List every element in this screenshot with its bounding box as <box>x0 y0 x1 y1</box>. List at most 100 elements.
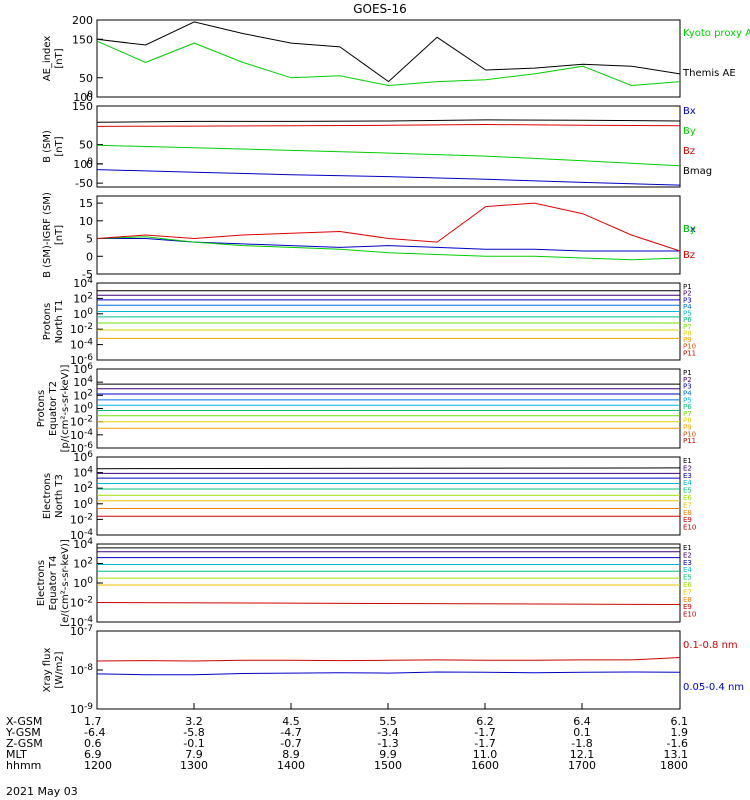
legend-entry: Bx <box>683 106 696 117</box>
orbit-value: 7.9 <box>185 748 203 761</box>
series-line-by <box>96 236 681 261</box>
y-tick-label: 10 <box>79 215 93 228</box>
y-tick-label: 10-6 <box>70 353 93 367</box>
y-tick-label: 100 <box>73 90 93 104</box>
y-axis-label: [nT] <box>54 136 65 156</box>
series-line-e9 <box>96 602 681 605</box>
legend-entry: E10 <box>683 611 696 619</box>
orbit-value: 5.5 <box>379 715 397 728</box>
orbit-value: 1400 <box>277 759 305 772</box>
plot-title: GOES-16 <box>353 2 407 16</box>
y-tick-label: 10-4 <box>70 338 93 352</box>
series-line-themis-ae <box>96 21 681 83</box>
orbit-value: -1.7 <box>474 737 495 750</box>
legend-entry: Bmag <box>683 166 712 177</box>
y-tick-label: 100 <box>73 576 93 590</box>
series-line-bx <box>96 169 681 186</box>
y-tick-label: 100 <box>73 497 93 511</box>
y-tick-label: 10-2 <box>70 596 93 610</box>
orbit-value: 1600 <box>471 759 499 772</box>
y-axis-label: Protons <box>36 390 47 427</box>
orbit-value: 6.4 <box>573 715 591 728</box>
y-tick-label: -50 <box>75 177 93 190</box>
series-line-0-1-0-8-nm <box>96 657 681 662</box>
legend-entry: P7 <box>683 410 692 418</box>
legend-entry: P1 <box>683 283 692 291</box>
orbit-value: 13.1 <box>664 748 689 761</box>
orbit-value: 1800 <box>660 759 688 772</box>
y-axis-label: B (SM)-IGRF (SM) <box>42 192 53 278</box>
orbit-value: 11.0 <box>473 748 498 761</box>
y-tick-label: 200 <box>72 14 93 27</box>
legend-entry: P2 <box>683 290 692 298</box>
y-tick-label: 104 <box>73 537 93 551</box>
legend-entry: E8 <box>683 509 692 517</box>
legend-entry: P8 <box>683 329 692 337</box>
legend-entry: E5 <box>683 487 692 495</box>
y-axis-label: Electrons <box>42 473 53 519</box>
y-axis-label: North T3 <box>54 474 65 518</box>
orbit-value: 6.9 <box>84 748 102 761</box>
orbit-value: 1700 <box>568 759 596 772</box>
y-axis-label: Equator T2 <box>48 381 59 436</box>
legend-entry: E2 <box>683 464 692 472</box>
series-line-kyoto-proxy-ae <box>96 40 681 87</box>
legend-entry: P2 <box>683 376 692 384</box>
panel-frame <box>96 543 681 623</box>
orbit-row-label: MLT <box>6 748 27 761</box>
legend-entry: E1 <box>683 544 692 552</box>
legend-entry: P10 <box>683 430 696 438</box>
orbit-value: -1.7 <box>474 726 495 739</box>
y-axis-label: [W/m2] <box>54 651 65 688</box>
orbit-table: X-GSM 1.7 3.2 4.5 5.5 6.2 6.4 6.1Y-GSM -6.4 -5.8-… <box>5 703 688 772</box>
y-tick-label: 106 <box>73 362 93 376</box>
y-tick-label: 10-4 <box>70 615 93 629</box>
y-axis-label: [nT] <box>54 225 65 245</box>
y-tick-label: 50 <box>79 72 93 85</box>
y-tick-label: 5 <box>86 233 93 246</box>
orbit-value: -3.4 <box>377 726 398 739</box>
y-tick-label: 0 <box>86 250 93 263</box>
y-axis-label: AE_index <box>42 36 53 82</box>
y-tick-label: 10-8 <box>70 663 93 677</box>
panel-1: 0 50 100 150 200 AE_index[nT] Kyoto proxy AE Th… <box>42 14 750 104</box>
y-tick-label: 102 <box>73 291 93 305</box>
legend-entry: E3 <box>683 559 692 567</box>
y-tick-label: 50 <box>79 139 93 152</box>
panel-frame <box>96 282 681 361</box>
y-axis-label: B (SM) <box>42 130 53 163</box>
y-tick-label: 10-4 <box>70 528 93 542</box>
legend-entry: P9 <box>683 336 692 344</box>
panel-8: 10-9 10-8 10-7 Xray flux [W/m2] 0.1-0.8 nm 0.0… <box>42 624 744 716</box>
panel-frame <box>96 630 681 710</box>
orbit-value: -0.1 <box>183 737 204 750</box>
y-tick-label: 106 <box>73 450 93 464</box>
legend-entry: Bx <box>683 224 696 235</box>
orbit-row-label: Y-GSM <box>5 726 41 739</box>
orbit-value: 0.6 <box>84 737 102 750</box>
legend-entry: By <box>683 224 696 235</box>
legend-entry: P10 <box>683 343 696 351</box>
legend-entry: P11 <box>683 437 696 445</box>
series-line-by <box>96 144 681 167</box>
y-axis-label: Protons <box>42 303 53 340</box>
orbit-value: -0.7 <box>280 737 301 750</box>
legend-entry: P5 <box>683 396 692 404</box>
y-axis-label: [p/(cm²-s-sr-keV)] <box>60 365 71 453</box>
panel-2: -50 0 50 100 150 B (SM) [nT] Bx By Bz Bmag <box>42 100 712 190</box>
legend-entry: E7 <box>683 588 692 596</box>
legend-entry: E5 <box>683 574 692 582</box>
series-line-bz <box>96 202 681 252</box>
legend-entry: P7 <box>683 323 692 331</box>
orbit-row-label: Z-GSM <box>6 737 43 750</box>
orbit-value: 8.9 <box>282 748 300 761</box>
orbit-value: 9.9 <box>379 748 397 761</box>
legend-entry: P11 <box>683 349 696 357</box>
y-tick-label: 10-6 <box>70 441 93 455</box>
orbit-value: 1200 <box>84 759 112 772</box>
legend-entry: E4 <box>683 479 692 487</box>
series-line-0-05-0-4-nm <box>96 671 681 676</box>
